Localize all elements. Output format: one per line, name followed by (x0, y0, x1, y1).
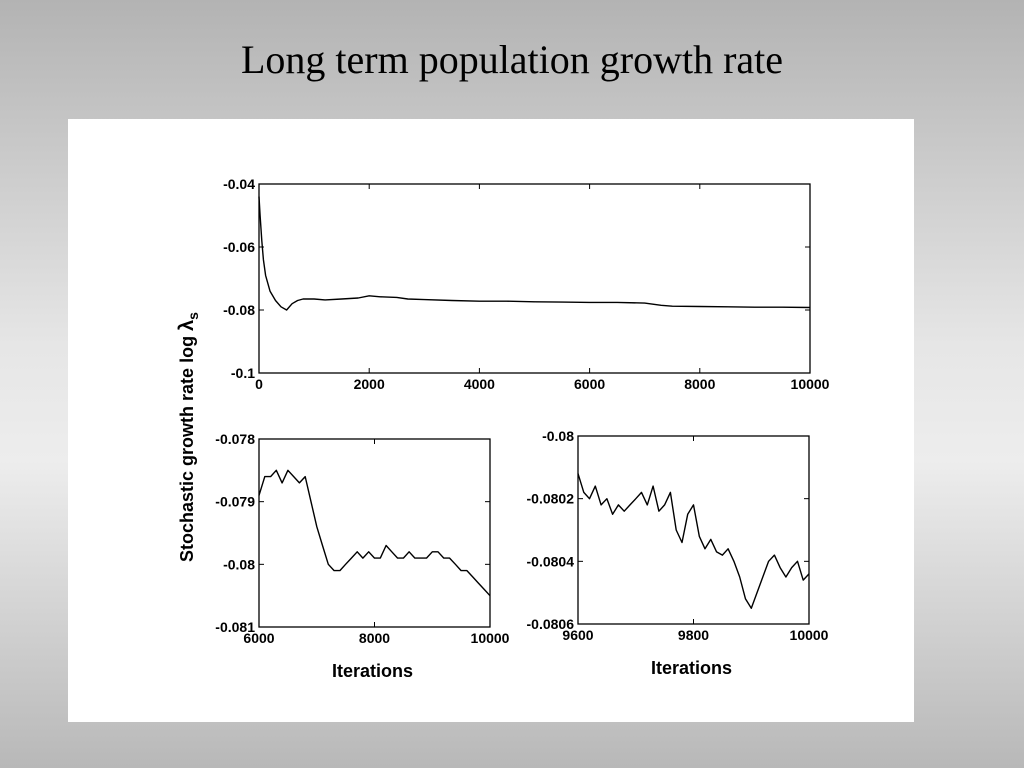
y-tick-label: -0.078 (215, 431, 255, 447)
plot-frame (258, 183, 811, 374)
x-tick-label: 10000 (791, 376, 830, 392)
x-tick-label: 10000 (471, 630, 510, 646)
x-tick-label: 8000 (684, 376, 715, 392)
x-tick-label: 0 (255, 376, 263, 392)
y-axis-title-main: Stochastic growth rate log (177, 331, 197, 562)
x-tick-label: 10000 (790, 627, 829, 643)
y-axis-title-lambda: λ (176, 320, 198, 331)
y-tick-label: -0.06 (223, 239, 255, 255)
y-tick-label: -0.08 (542, 428, 574, 444)
y-axis-title-subscript: s (185, 312, 201, 320)
y-axis-title: Stochastic growth rate log λs (176, 312, 201, 562)
plot-full-range: 0 2000 4000 6000 8000 10000 -0.1 -0.08 -0.06 -0.0… (223, 176, 830, 392)
y-tick-label: -0.0802 (527, 491, 575, 507)
x-tick-label: 8000 (359, 630, 390, 646)
series-line (258, 469, 491, 597)
plot-zoom-6000-10000: 6000 8000 10000 -0.081 -0.08 -0.079 -0.078 Iter… (215, 431, 509, 681)
y-tick-label: -0.08 (223, 556, 255, 572)
slide-title: Long term population growth rate (240, 37, 784, 82)
x-tick-label: 9600 (562, 627, 593, 643)
y-tick-label: -0.079 (215, 494, 255, 510)
chart-figure: 0 2000 4000 6000 8000 10000 -0.1 -0.08 -0.06 -0.0… (176, 176, 830, 681)
x-tick-label: 6000 (574, 376, 605, 392)
y-tick-label: -0.1 (231, 365, 255, 381)
plot-zoom-9600-10000: 9600 9800 10000 -0.0806 -0.0804 -0.0802 -0.08 I… (527, 428, 829, 678)
series-line (258, 196, 811, 311)
y-tick-label: -0.04 (223, 176, 255, 192)
x-tick-label: 6000 (243, 630, 274, 646)
y-tick-label: -0.081 (215, 619, 255, 635)
x-tick-label: 4000 (464, 376, 495, 392)
plot-frame (258, 438, 491, 628)
y-tick-label: -0.0804 (527, 553, 575, 569)
figure-panel: 0 2000 4000 6000 8000 10000 -0.1 -0.08 -0.06 -0.0… (68, 119, 914, 722)
series-line (577, 473, 810, 609)
x-axis-title: Iterations (332, 661, 413, 681)
x-tick-label: 9800 (678, 627, 709, 643)
x-axis-title: Iterations (651, 658, 732, 678)
y-tick-label: -0.0806 (527, 616, 575, 632)
x-tick-label: 2000 (354, 376, 385, 392)
y-tick-label: -0.08 (223, 302, 255, 318)
plot-frame (577, 435, 810, 625)
